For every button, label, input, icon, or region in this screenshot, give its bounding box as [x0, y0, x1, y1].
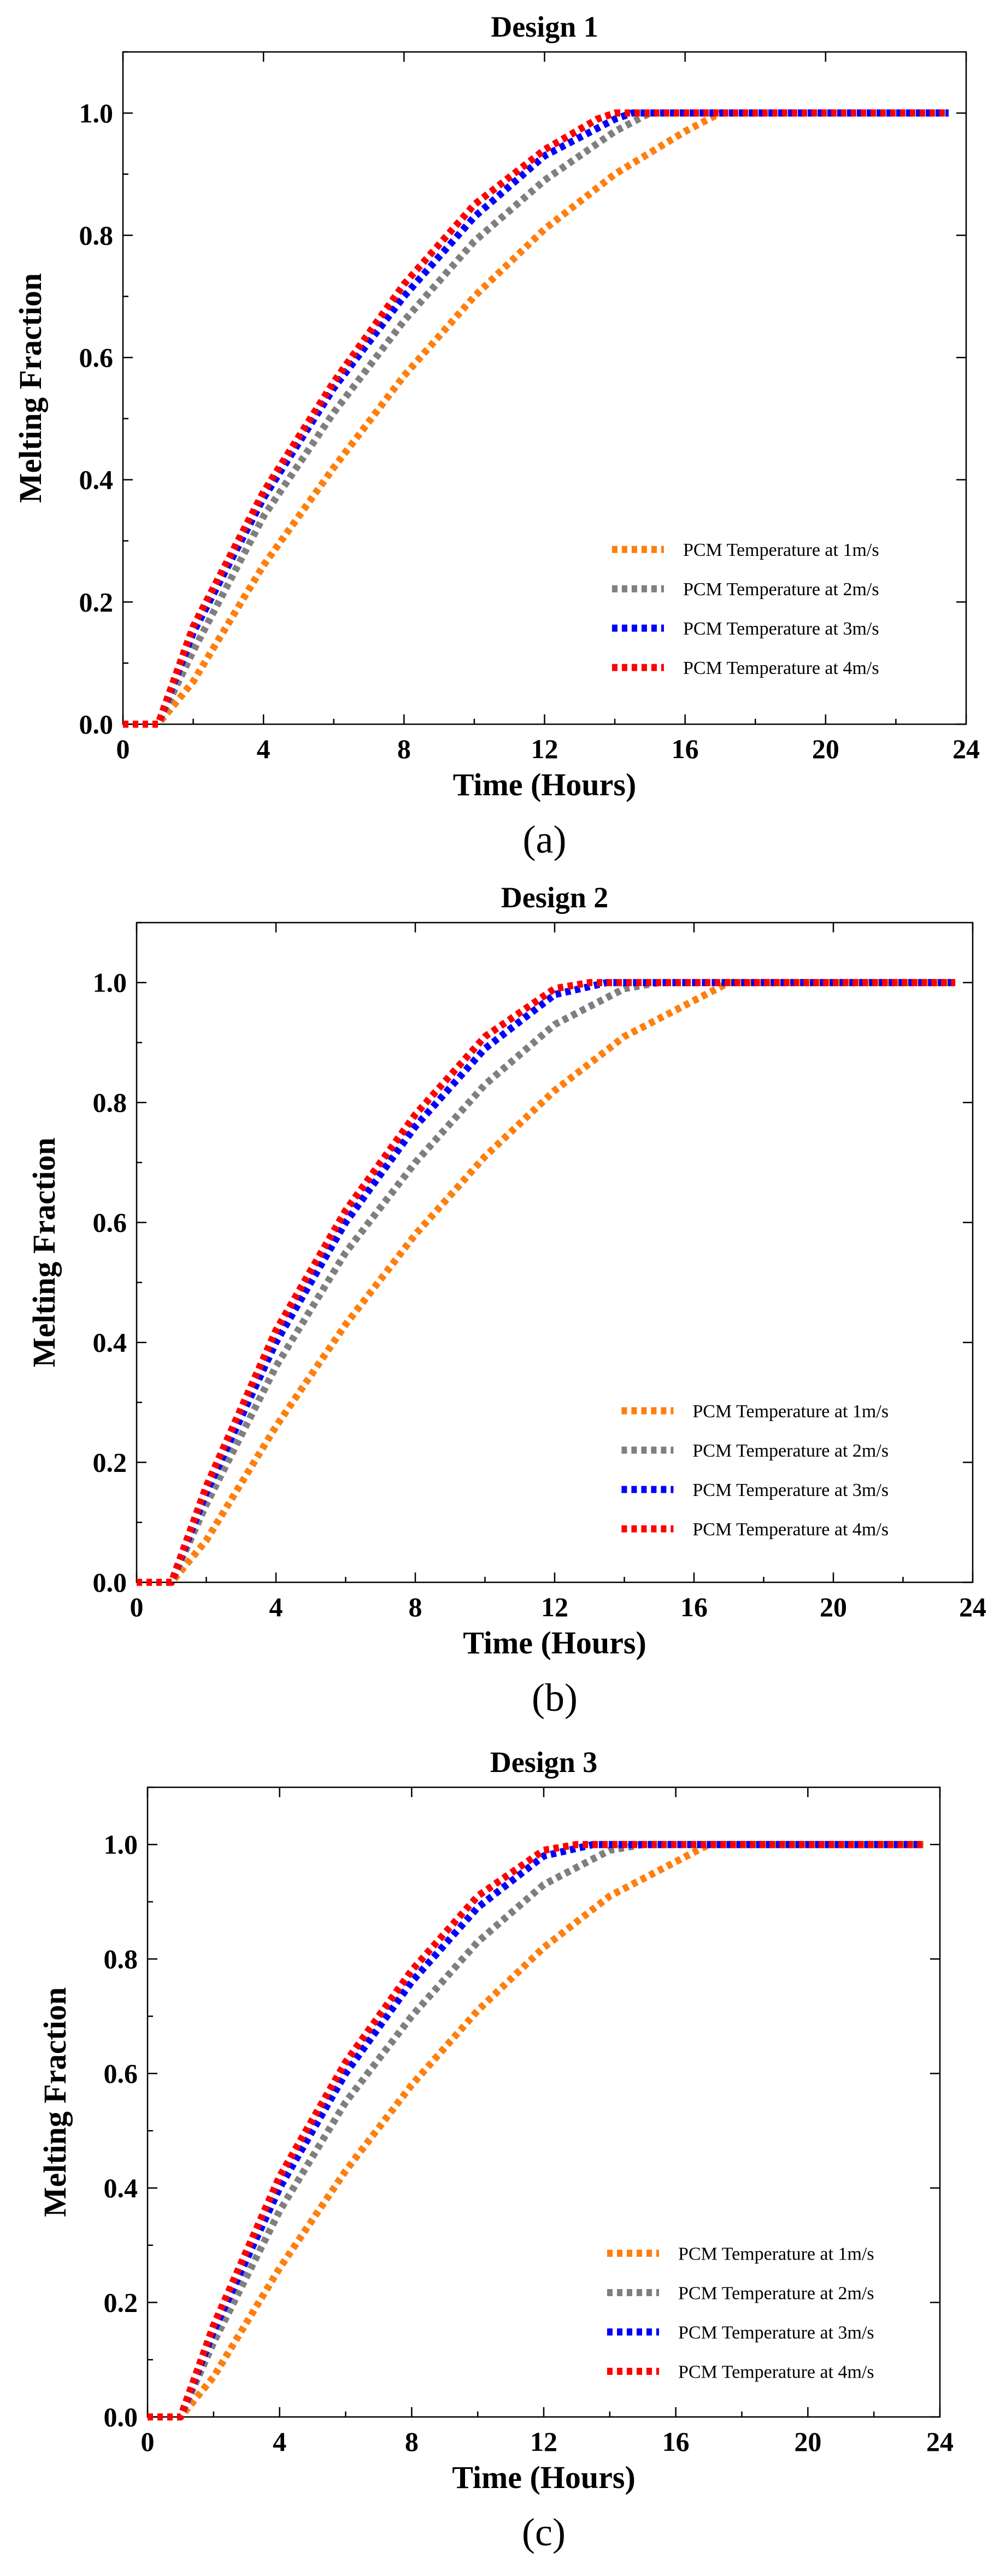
y-tick-label: 0.4	[104, 2173, 138, 2203]
x-tick-label: 0	[116, 734, 130, 764]
x-tick-label: 12	[531, 734, 558, 764]
y-tick-label: 0.6	[79, 342, 114, 373]
x-tick-label: 12	[541, 1592, 568, 1622]
panel-caption: (b)	[532, 1676, 578, 1720]
y-axis-label: Melting Fraction	[26, 1137, 62, 1367]
x-tick-label: 24	[926, 2426, 954, 2457]
x-tick-label: 20	[820, 1592, 847, 1622]
y-tick-label: 0.8	[79, 220, 114, 250]
series-line-2	[123, 109, 949, 728]
x-tick-label: 0	[141, 2426, 155, 2457]
legend-label: PCM Temperature at 2m/s	[678, 2283, 874, 2303]
x-tick-label: 20	[794, 2426, 821, 2457]
x-tick-label: 8	[405, 2426, 419, 2457]
x-tick-label: 16	[680, 1592, 708, 1622]
panel-1: Design 1 0 4 8 12 16 20 24 0.0 0.2 0.4 0.6 0.8 1.0 Tim…	[13, 10, 980, 861]
legend: PCM Temperature at 1m/s PCM Temperature a…	[611, 540, 879, 678]
panel-title: Design 1	[491, 10, 598, 43]
series-line-4	[123, 109, 949, 728]
panel-caption: (c)	[522, 2510, 566, 2554]
x-axis-label: Time (Hours)	[452, 2460, 636, 2495]
y-tick-label: 0.6	[104, 2058, 138, 2089]
y-tick-label: 0.6	[93, 1207, 127, 1238]
y-tick-label: 0.8	[104, 1944, 138, 1974]
series-line-4	[137, 979, 956, 1586]
legend-label: PCM Temperature at 2m/s	[683, 579, 879, 600]
legend-label: PCM Temperature at 1m/s	[678, 2244, 874, 2264]
panel-title: Design 3	[490, 1746, 598, 1779]
legend-label: PCM Temperature at 3m/s	[692, 1480, 889, 1500]
panel-3: Design 3 0 4 8 12 16 20 24 0.0 0.2 0.4 0.6 0.8 1.0 Tim…	[37, 1746, 954, 2554]
legend-label: PCM Temperature at 3m/s	[678, 2322, 874, 2343]
legend-label: PCM Temperature at 3m/s	[683, 619, 879, 639]
y-tick-label: 1.0	[79, 98, 114, 128]
series-line-4	[148, 1841, 924, 2421]
legend: PCM Temperature at 1m/s PCM Temperature a…	[607, 2244, 874, 2382]
legend-label: PCM Temperature at 1m/s	[692, 1401, 889, 1422]
y-axis-label: Melting Fraction	[13, 273, 48, 503]
x-tick-label: 8	[409, 1592, 422, 1622]
y-axis-label: Melting Fraction	[37, 1987, 73, 2217]
x-tick-label: 16	[662, 2426, 690, 2457]
x-tick-label: 4	[273, 2426, 286, 2457]
x-tick-label: 4	[257, 734, 270, 764]
x-tick-label: 0	[130, 1592, 144, 1622]
y-tick-label: 0.0	[93, 1567, 127, 1598]
x-tick-label: 24	[952, 734, 980, 764]
legend-label: PCM Temperature at 4m/s	[692, 1519, 889, 1540]
y-tick-label: 0.2	[93, 1447, 127, 1478]
x-tick-label: 8	[397, 734, 411, 764]
y-tick-label: 1.0	[93, 967, 127, 998]
legend: PCM Temperature at 1m/s PCM Temperature a…	[621, 1401, 889, 1540]
y-tick-label: 0.4	[79, 465, 114, 495]
x-tick-label: 24	[959, 1592, 986, 1622]
x-tick-label: 20	[812, 734, 839, 764]
legend-label: PCM Temperature at 4m/s	[683, 658, 879, 678]
legend-label: PCM Temperature at 2m/s	[692, 1441, 889, 1461]
x-axis-label: Time (Hours)	[453, 767, 637, 802]
y-tick-label: 0.2	[104, 2287, 138, 2318]
legend-label: PCM Temperature at 1m/s	[683, 540, 879, 560]
x-tick-label: 16	[672, 734, 699, 764]
y-tick-label: 0.8	[93, 1087, 127, 1118]
y-tick-label: 0.4	[93, 1327, 127, 1358]
panel-title: Design 2	[501, 881, 609, 914]
y-tick-label: 0.0	[104, 2402, 138, 2432]
x-axis-label: Time (Hours)	[463, 1625, 646, 1660]
panel-caption: (a)	[523, 818, 567, 861]
y-tick-label: 1.0	[104, 1829, 138, 1860]
y-tick-label: 0.0	[79, 709, 114, 740]
legend-label: PCM Temperature at 4m/s	[678, 2362, 874, 2382]
series-line-2	[137, 979, 956, 1586]
x-tick-label: 12	[530, 2426, 557, 2457]
y-tick-label: 0.2	[79, 586, 114, 617]
panel-2: Design 2 0 4 8 12 16 20 24 0.0 0.2 0.4 0.6 0.8 1.0 Tim…	[26, 881, 986, 1720]
x-tick-label: 4	[269, 1592, 283, 1622]
